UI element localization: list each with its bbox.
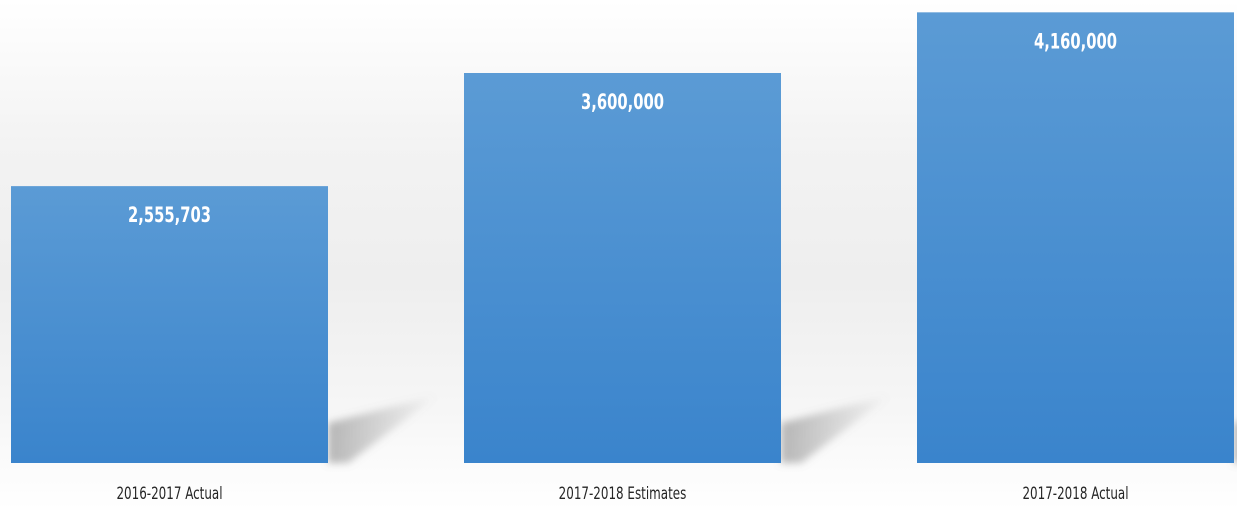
data-label: 2,555,703 bbox=[128, 204, 211, 227]
bar-shadow bbox=[1234, 422, 1237, 463]
category-label: 2016-2017 Actual bbox=[116, 483, 222, 503]
data-labels: 2,555,703 3,600,000 4,160,000 bbox=[128, 30, 1117, 227]
category-label: 2017-2018 Actual bbox=[1022, 483, 1128, 503]
bar bbox=[917, 12, 1234, 463]
bar bbox=[11, 186, 328, 463]
bar-shadows bbox=[328, 395, 1237, 463]
data-label: 4,160,000 bbox=[1034, 30, 1117, 53]
category-labels: 2016-2017 Actual 2017-2018 Estimates 2017-… bbox=[116, 483, 1128, 503]
bars bbox=[11, 12, 1234, 463]
data-label: 3,600,000 bbox=[581, 91, 664, 114]
category-label: 2017-2018 Estimates bbox=[559, 483, 687, 503]
bar-shadow bbox=[781, 395, 891, 463]
bar bbox=[464, 73, 781, 463]
bar-shadow bbox=[328, 395, 438, 463]
